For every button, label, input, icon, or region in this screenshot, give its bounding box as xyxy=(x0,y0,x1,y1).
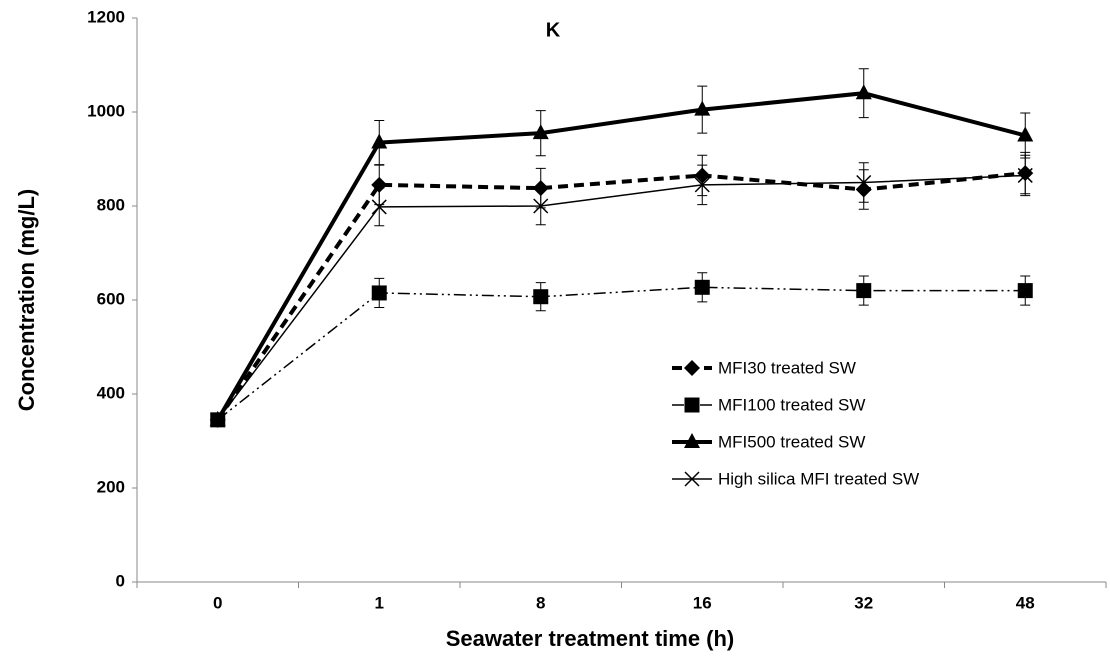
x-tick-label: 8 xyxy=(536,593,545,612)
marker xyxy=(856,283,872,299)
marker xyxy=(694,279,710,295)
legend-label: MFI30 treated SW xyxy=(718,358,856,377)
marker xyxy=(855,84,872,100)
marker xyxy=(684,397,700,413)
x-tick-label: 16 xyxy=(693,593,712,612)
legend-label: MFI500 treated SW xyxy=(718,432,865,451)
marker xyxy=(209,410,226,426)
series-line xyxy=(217,286,1026,421)
marker xyxy=(684,471,700,487)
legend-label: High silica MFI treated SW xyxy=(718,469,919,488)
marker xyxy=(371,176,388,193)
y-tick-label: 800 xyxy=(97,195,125,214)
marker xyxy=(684,433,700,448)
y-tick-label: 400 xyxy=(97,383,125,402)
y-tick-label: 200 xyxy=(97,477,125,496)
x-tick-label: 0 xyxy=(213,593,222,612)
marker xyxy=(371,285,387,301)
marker xyxy=(210,412,226,428)
marker xyxy=(684,360,700,376)
marker xyxy=(532,124,549,140)
marker xyxy=(1017,126,1034,142)
marker xyxy=(533,289,549,305)
y-tick-label: 0 xyxy=(116,571,125,590)
y-tick-label: 1000 xyxy=(87,101,125,120)
marker xyxy=(856,174,872,191)
marker xyxy=(694,177,710,193)
y-tick-label: 600 xyxy=(97,289,125,308)
marker xyxy=(1017,167,1033,183)
x-tick-label: 1 xyxy=(375,593,384,612)
marker xyxy=(371,133,388,149)
x-axis-label: Seawater treatment time (h) xyxy=(446,626,735,651)
chart-title: K xyxy=(546,19,561,41)
marker xyxy=(1017,283,1033,299)
series-line xyxy=(216,91,1026,421)
marker xyxy=(694,100,711,116)
marker xyxy=(533,198,549,214)
x-tick-label: 32 xyxy=(854,593,873,612)
legend-label: MFI100 treated SW xyxy=(718,395,865,414)
marker xyxy=(371,199,387,215)
y-tick-label: 1200 xyxy=(87,7,125,26)
y-axis-label: Concentration (mg/L) xyxy=(14,189,39,411)
series-line xyxy=(217,174,1026,421)
x-tick-label: 48 xyxy=(1016,593,1035,612)
